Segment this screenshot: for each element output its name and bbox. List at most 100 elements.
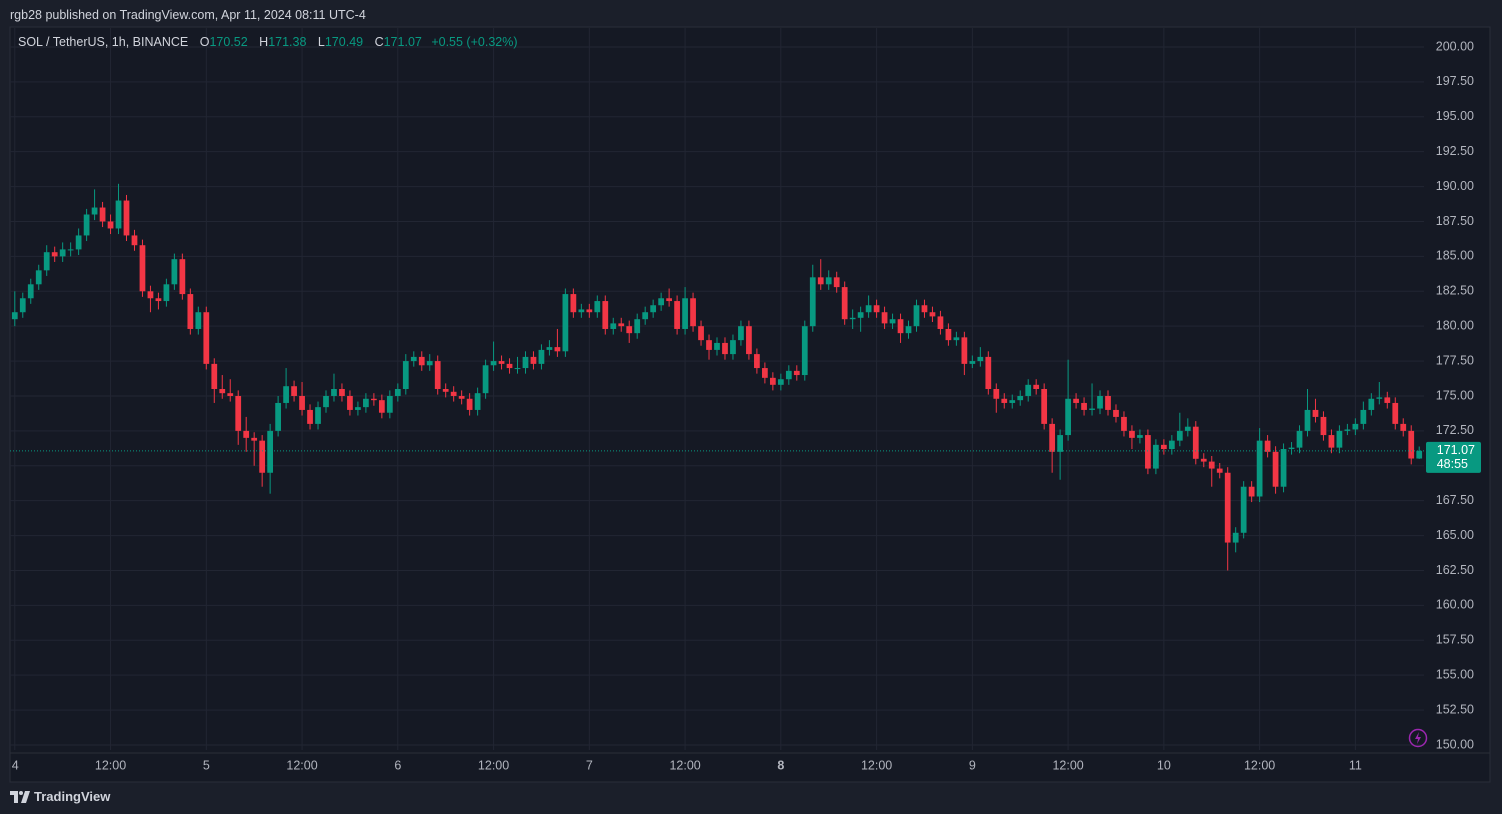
- candle-body: [75, 235, 82, 250]
- candle-body: [474, 393, 481, 410]
- candle-body: [993, 389, 1000, 399]
- candle-body: [1168, 440, 1175, 450]
- candle-body: [546, 347, 553, 350]
- candle-body: [1113, 409, 1119, 417]
- candle-body: [99, 207, 106, 222]
- y-tick-label: 157.50: [1436, 633, 1474, 647]
- candle-body: [203, 312, 210, 364]
- candle-body: [1416, 450, 1423, 459]
- y-tick-label: 192.50: [1436, 144, 1474, 158]
- y-tick-label: 182.50: [1436, 284, 1474, 298]
- candle-body: [307, 409, 313, 424]
- candle-body: [945, 328, 952, 341]
- candle-body: [371, 398, 377, 401]
- candle-body: [43, 252, 50, 271]
- candle-body: [1240, 486, 1247, 533]
- candle-body: [1184, 426, 1191, 431]
- ohlc-key: H: [259, 35, 269, 49]
- candle-body: [666, 298, 672, 302]
- y-tick-label: 185.00: [1436, 249, 1474, 263]
- candle-body: [921, 305, 928, 313]
- ohlc-value: 171.38: [268, 35, 307, 49]
- lightning-icon[interactable]: [1408, 728, 1428, 748]
- candle-body: [1081, 402, 1087, 410]
- candle-body: [1344, 429, 1351, 431]
- candle-body: [738, 326, 744, 341]
- candle-body: [243, 430, 250, 438]
- candle-body: [1153, 444, 1159, 469]
- candle-body: [1312, 409, 1319, 417]
- candle-body: [1328, 435, 1335, 448]
- candle-body: [418, 356, 425, 366]
- candle-body: [131, 235, 138, 246]
- y-tick-label: 197.50: [1436, 74, 1474, 88]
- candle-body: [251, 437, 258, 441]
- candle-body: [865, 305, 872, 313]
- candle-body: [147, 291, 154, 299]
- candle-body: [1272, 451, 1279, 487]
- candle-body: [897, 319, 904, 334]
- x-tick-label: 12:00: [286, 758, 317, 772]
- candle-body: [91, 207, 98, 215]
- y-tick-label: 152.50: [1436, 702, 1474, 716]
- candle-body: [1336, 430, 1343, 448]
- x-tick-label: 12:00: [669, 758, 700, 772]
- candle-body: [777, 379, 784, 385]
- candle-body: [315, 407, 321, 424]
- footer: TradingView: [10, 789, 110, 804]
- countdown: 48:55: [1437, 457, 1468, 471]
- candle-body: [506, 363, 513, 369]
- y-tick-label: 160.00: [1436, 598, 1474, 612]
- candle-body: [538, 349, 545, 364]
- candle-body: [1065, 398, 1071, 436]
- y-tick-label: 165.00: [1436, 528, 1474, 542]
- candle-body: [155, 298, 162, 302]
- candle-body: [714, 342, 720, 350]
- candle-body: [817, 277, 824, 285]
- candle-body: [618, 323, 625, 327]
- candle-body: [386, 395, 393, 413]
- y-tick-label: 187.50: [1436, 214, 1474, 228]
- candle-body: [1145, 435, 1151, 469]
- ohlc-value: 170.49: [324, 35, 364, 49]
- candle-body: [570, 294, 577, 313]
- candle-body: [650, 305, 657, 313]
- candle-body: [626, 326, 633, 334]
- candle-body: [1121, 416, 1127, 431]
- candle-body: [259, 440, 266, 473]
- candle-body: [331, 389, 337, 396]
- candle-body: [1208, 461, 1215, 469]
- candle-body: [115, 200, 122, 229]
- candle-body: [323, 395, 329, 408]
- candle-body: [378, 400, 385, 413]
- logo: [10, 790, 30, 803]
- candle-body: [1089, 408, 1095, 410]
- candle-body: [833, 277, 840, 288]
- candle-body: [11, 312, 18, 320]
- candle-body: [913, 305, 920, 327]
- candle-body: [522, 356, 529, 369]
- candle-body: [1216, 468, 1223, 473]
- y-tick-label: 195.00: [1436, 109, 1474, 123]
- candle-body: [1033, 384, 1040, 389]
- candle-body: [347, 395, 353, 410]
- x-tick-label: 12:00: [1244, 758, 1275, 772]
- candle-body: [682, 298, 688, 329]
- candle-body: [1105, 395, 1111, 410]
- ohlc-key: L: [317, 35, 325, 49]
- ohlc-key: C: [374, 35, 384, 49]
- candle-body: [514, 368, 521, 370]
- candle-body: [1232, 532, 1239, 543]
- candle-body: [610, 323, 617, 329]
- y-tick-label: 155.00: [1436, 667, 1474, 681]
- candle-body: [562, 294, 569, 352]
- candle-body: [1073, 398, 1079, 403]
- candle-body: [195, 312, 202, 329]
- candle-body: [1224, 472, 1231, 543]
- candle-body: [1176, 430, 1183, 441]
- chart-pane: [9, 26, 1491, 783]
- candle-body: [1360, 409, 1367, 424]
- y-tick-label: 190.00: [1436, 179, 1474, 193]
